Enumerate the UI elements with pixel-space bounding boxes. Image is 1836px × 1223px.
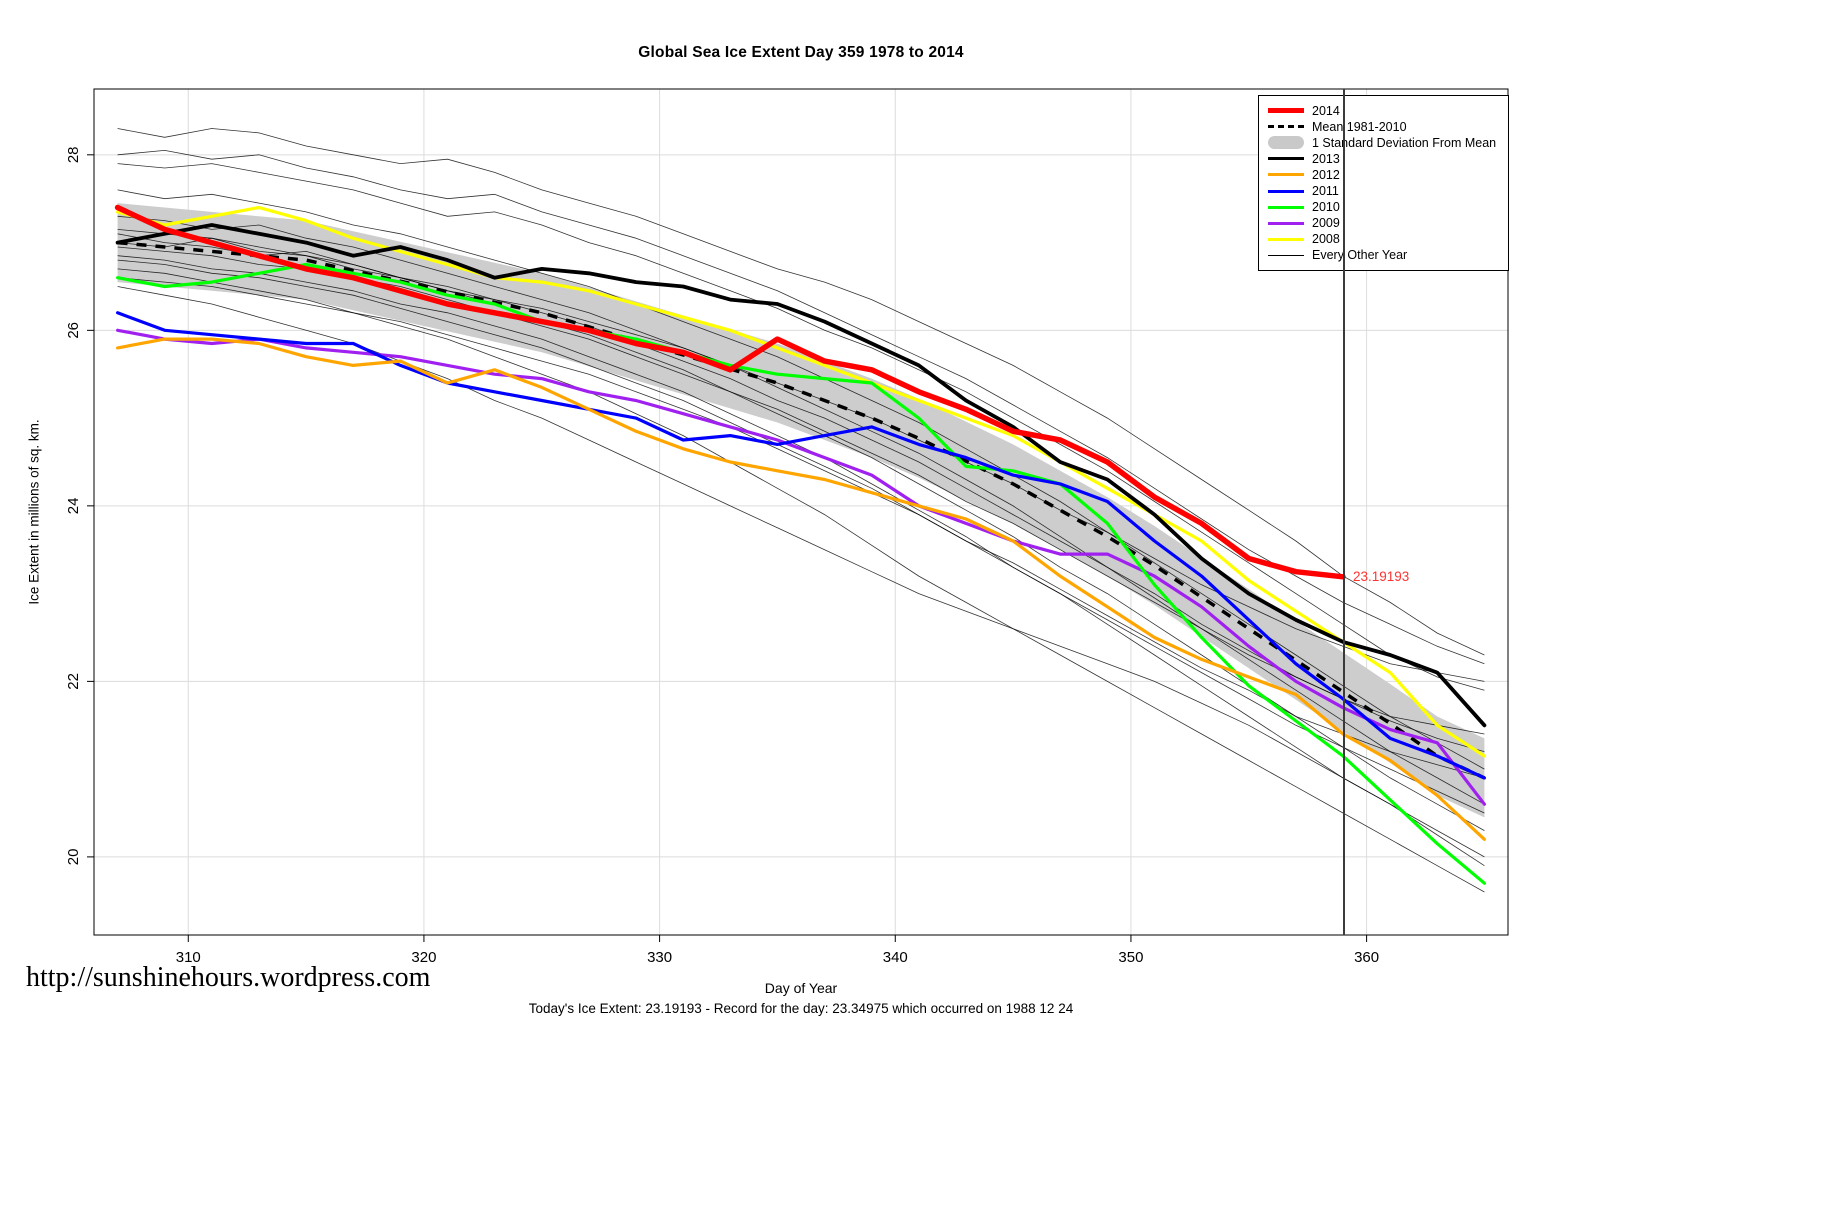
legend-label: 2012: [1312, 167, 1340, 182]
other-year-line: [117, 163, 1485, 691]
legend-item-every-other-year: Every Other Year: [1268, 248, 1499, 263]
x-tick-label: 350: [1118, 949, 1143, 966]
other-year-line: [117, 189, 1485, 770]
x-tick-label: 310: [176, 949, 201, 966]
line-swatch-icon: [1268, 125, 1304, 129]
series-2011: [115, 311, 1487, 780]
line-swatch-icon: [1268, 189, 1304, 193]
day-359-marker-line: [1343, 89, 1345, 935]
line-swatch-icon: [1268, 221, 1304, 225]
legend-item-2014: 2014: [1268, 103, 1499, 118]
series-2010: [115, 262, 1487, 885]
series-2013: [115, 223, 1487, 728]
other-year-line: [117, 128, 1485, 656]
legend-item-2013: 2013: [1268, 151, 1499, 166]
other-year-line: [117, 215, 1485, 805]
x-tick-label: 320: [411, 949, 436, 966]
line-swatch-icon: [1268, 237, 1304, 241]
series-2014: [114, 204, 1346, 580]
y-tick-label: 24: [65, 498, 82, 515]
x-tick-label: 330: [647, 949, 672, 966]
x-axis-label: Day of Year: [764, 980, 838, 996]
footer-summary: Today's Ice Extent: 23.19193 - Record fo…: [528, 1001, 1074, 1016]
chart-title: Global Sea Ice Extent Day 359 1978 to 20…: [638, 44, 964, 61]
band-swatch-icon: [1268, 136, 1304, 150]
legend-label: 2010: [1312, 200, 1340, 215]
other-year-line: [117, 233, 1485, 831]
legend-item-1-standard-deviation-from-mean: 1 Standard Deviation From Mean: [1268, 135, 1499, 150]
legend-item-2010: 2010: [1268, 200, 1499, 215]
plot-border: [93, 88, 1509, 936]
legend-label: Mean 1981-2010: [1312, 119, 1407, 134]
legend-label: 2009: [1312, 216, 1340, 231]
line-swatch-icon: [1268, 173, 1304, 177]
y-tick-label: 26: [65, 322, 82, 339]
line-swatch-icon: [1268, 157, 1304, 161]
y-tick-label: 28: [65, 146, 82, 163]
y-tick-label: 20: [65, 849, 82, 866]
current-value-annotation: 23.19193: [1353, 569, 1410, 584]
legend-item-mean-1981-2010: Mean 1981-2010: [1268, 119, 1499, 134]
mean-line: [117, 240, 1486, 780]
other-year-line: [117, 229, 1485, 752]
series-2008: [115, 205, 1487, 758]
legend: 2014 Mean 1981-2010 1 Standard Deviation F…: [1258, 95, 1509, 271]
line-swatch-icon: [1268, 205, 1304, 209]
legend-item-2012: 2012: [1268, 167, 1499, 182]
y-tick-label: 22: [65, 673, 82, 690]
x-tick-label: 360: [1354, 949, 1379, 966]
legend-item-2011: 2011: [1268, 184, 1499, 199]
other-year-line: [117, 237, 1485, 682]
series-2012: [115, 337, 1487, 841]
legend-label: 2013: [1312, 151, 1340, 166]
legend-label: 2014: [1312, 103, 1340, 118]
other-year-line: [117, 268, 1485, 893]
std-dev-band: [117, 203, 1485, 818]
legend-label: Every Other Year: [1312, 248, 1408, 263]
other-year-line: [117, 149, 1485, 665]
other-year-line: [117, 286, 1485, 867]
series-2009: [115, 328, 1487, 806]
other-year-line: [117, 255, 1485, 858]
site-url: http://sunshinehours.wordpress.com: [26, 962, 431, 993]
legend-item-2009: 2009: [1268, 216, 1499, 231]
x-tick-label: 340: [883, 949, 908, 966]
legend-label: 2011: [1312, 184, 1339, 199]
legend-label: 1 Standard Deviation From Mean: [1312, 135, 1497, 150]
legend-label: 2008: [1312, 232, 1340, 247]
other-year-line: [117, 277, 1485, 779]
line-swatch-icon: [1268, 108, 1304, 113]
line-swatch-icon: [1268, 254, 1304, 256]
other-year-line: [117, 259, 1485, 814]
legend-item-2008: 2008: [1268, 232, 1499, 247]
